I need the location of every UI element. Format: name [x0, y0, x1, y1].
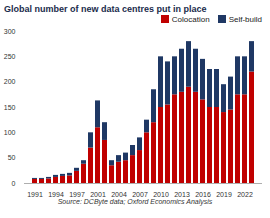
svg-text:2010: 2010 — [153, 191, 169, 197]
html-text:Global number of new data cent: Global number of new data centres put in… — [4, 4, 207, 14]
svg-text:50: 50 — [8, 154, 16, 161]
svg-text:2004: 2004 — [111, 191, 127, 197]
svg-text:2022: 2022 — [237, 191, 253, 197]
svg-text:1997: 1997 — [69, 191, 85, 197]
svg-text:1994: 1994 — [48, 191, 64, 197]
svg-text:100: 100 — [4, 129, 16, 136]
svg-text:0: 0 — [12, 180, 16, 187]
svg-text:150: 150 — [4, 104, 16, 111]
svg-text:300: 300 — [4, 28, 16, 35]
html-text:Source: DCByte data; Oxford Ec: Source: DCByte data; Oxford Economics An… — [57, 198, 213, 205]
svg-text:200: 200 — [4, 78, 16, 85]
html-text:Self-build: Self-build — [228, 15, 262, 24]
svg-text:2019: 2019 — [216, 191, 232, 197]
svg-text:2013: 2013 — [174, 191, 190, 197]
svg-text:250: 250 — [4, 53, 16, 60]
svg-text:2016: 2016 — [195, 191, 211, 197]
svg-text:2001: 2001 — [90, 191, 106, 197]
html-text:Colocation: Colocation — [171, 15, 210, 24]
svg-text:1991: 1991 — [27, 191, 43, 197]
svg-text:2007: 2007 — [132, 191, 148, 197]
